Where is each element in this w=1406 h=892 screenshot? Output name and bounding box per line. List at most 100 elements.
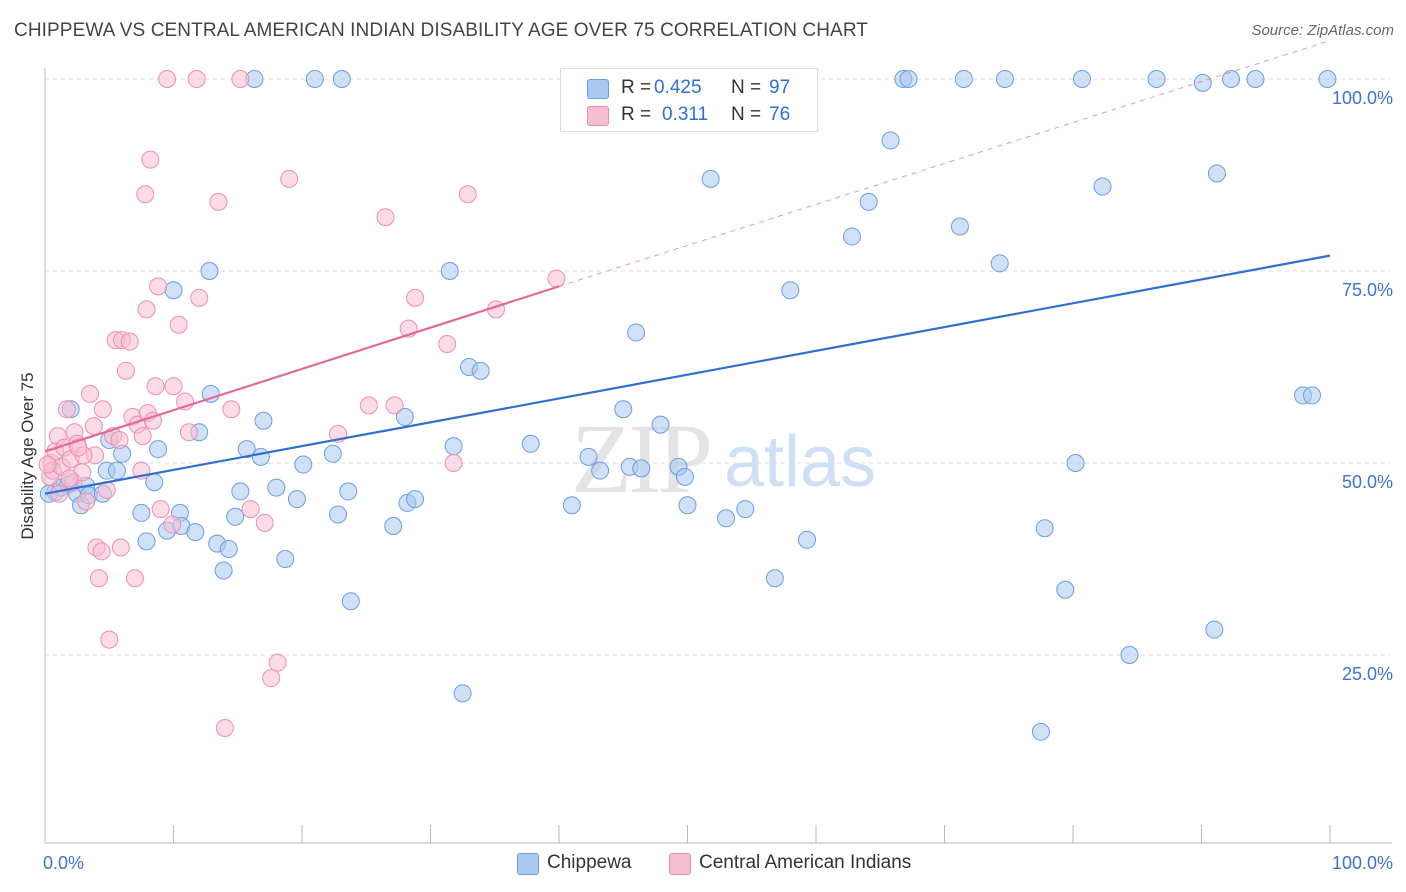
data-point	[226, 507, 245, 526]
data-point	[200, 262, 219, 280]
data-point	[781, 281, 800, 300]
central-american-swatch	[587, 106, 609, 126]
data-point	[1222, 70, 1241, 88]
correlation-legend: R = 0.425 N = 97 R = 0.311 N = 76	[560, 68, 818, 132]
data-point	[215, 718, 234, 737]
series-label: Central American Indians	[699, 852, 912, 873]
data-point	[579, 447, 598, 466]
series-label: Chippewa	[547, 852, 632, 873]
data-point	[859, 192, 878, 211]
data-point	[133, 427, 152, 446]
data-point	[231, 70, 250, 88]
data-point	[132, 503, 151, 522]
data-point	[169, 315, 188, 334]
data-point	[899, 70, 918, 88]
data-point	[406, 288, 425, 307]
data-point	[141, 150, 160, 169]
data-point	[1035, 519, 1054, 538]
data-point	[562, 496, 581, 515]
data-point	[231, 482, 250, 501]
data-point	[547, 269, 566, 288]
data-point	[214, 561, 233, 580]
n-value: 76	[769, 104, 791, 125]
data-point	[627, 323, 646, 342]
data-point	[50, 484, 69, 503]
data-point	[341, 592, 360, 611]
data-point	[164, 281, 183, 300]
axes	[44, 68, 1392, 844]
data-point	[995, 70, 1014, 88]
data-point	[251, 447, 270, 466]
data-point	[137, 300, 156, 319]
data-point	[280, 169, 299, 188]
data-point	[376, 208, 395, 227]
data-point	[453, 684, 472, 703]
data-point	[38, 455, 57, 474]
legend-row-central-american: R = 0.311 N = 76	[561, 101, 817, 129]
data-point	[267, 478, 286, 497]
data-point	[149, 440, 168, 459]
chart-title: CHIPPEWA VS CENTRAL AMERICAN INDIAN DISA…	[14, 20, 868, 41]
n-value: 97	[769, 77, 791, 98]
data-point	[57, 400, 76, 419]
n-label: N =	[731, 77, 762, 98]
data-point	[1147, 70, 1166, 88]
data-point	[438, 334, 457, 353]
data-point	[262, 669, 281, 688]
chippewa-swatch	[517, 853, 539, 875]
data-point	[146, 377, 165, 396]
data-point	[163, 515, 182, 534]
data-point	[164, 377, 183, 396]
y-tick-label: 100.0%	[1332, 88, 1393, 108]
data-point	[842, 227, 861, 246]
data-point	[92, 542, 111, 561]
data-point	[93, 400, 112, 419]
data-point	[406, 490, 425, 509]
y-tick-label: 75.0%	[1342, 280, 1393, 300]
data-point	[591, 461, 610, 480]
legend-row-chippewa: R = 0.425 N = 97	[561, 74, 817, 102]
data-point	[1207, 164, 1226, 183]
watermark: ZIP atlas	[571, 403, 876, 514]
data-points	[38, 70, 1337, 741]
data-point	[187, 70, 206, 88]
data-point	[1193, 73, 1212, 92]
data-point	[798, 530, 817, 549]
data-point	[651, 415, 670, 434]
data-point	[332, 70, 351, 88]
data-point	[100, 630, 119, 649]
data-point	[125, 569, 144, 588]
data-point	[77, 492, 96, 511]
data-point	[765, 569, 784, 588]
data-point	[614, 400, 633, 419]
data-point	[84, 417, 103, 436]
data-point	[254, 411, 273, 430]
data-point	[116, 361, 135, 380]
data-point	[1072, 70, 1091, 88]
data-point	[136, 185, 155, 204]
n-label: N =	[731, 104, 762, 125]
source-label: Source: ZipAtlas.com	[1251, 22, 1394, 39]
data-point	[179, 423, 198, 442]
trend-lines	[44, 40, 1331, 495]
tick-labels: 25.0% 50.0% 75.0% 100.0% 0.0% 100.0%	[43, 88, 1393, 873]
data-point	[107, 461, 126, 480]
data-point	[385, 396, 404, 415]
data-point	[701, 169, 720, 188]
data-point	[339, 482, 358, 501]
data-point	[881, 131, 900, 150]
trend-line	[44, 254, 1331, 495]
data-point	[69, 438, 88, 457]
data-point	[471, 361, 490, 380]
data-point	[276, 550, 295, 568]
data-point	[521, 434, 540, 453]
data-point	[149, 277, 168, 296]
data-point	[137, 532, 156, 551]
grid-lines	[45, 78, 1390, 656]
data-point	[1318, 70, 1337, 88]
data-point	[255, 513, 274, 532]
data-point	[1120, 646, 1139, 664]
data-point	[395, 407, 414, 426]
data-point	[1246, 70, 1265, 88]
data-point	[151, 500, 170, 519]
